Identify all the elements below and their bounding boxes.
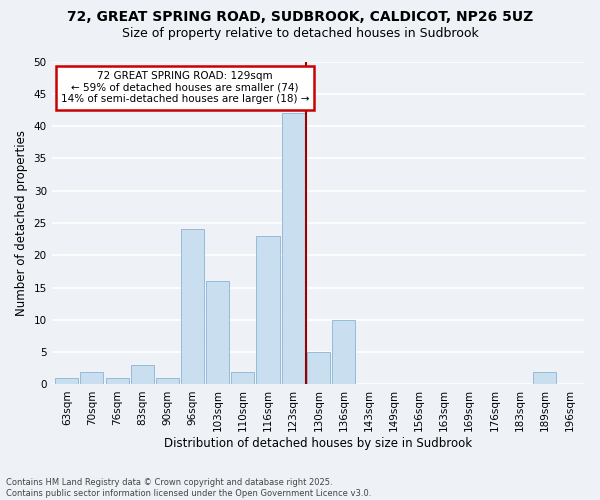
- Text: Size of property relative to detached houses in Sudbrook: Size of property relative to detached ho…: [122, 28, 478, 40]
- Bar: [156, 378, 179, 384]
- Bar: [533, 372, 556, 384]
- Bar: [80, 372, 103, 384]
- Bar: [307, 352, 330, 384]
- Bar: [181, 230, 204, 384]
- Bar: [206, 281, 229, 384]
- Bar: [106, 378, 128, 384]
- Text: 72 GREAT SPRING ROAD: 129sqm
← 59% of detached houses are smaller (74)
14% of se: 72 GREAT SPRING ROAD: 129sqm ← 59% of de…: [61, 71, 309, 104]
- Y-axis label: Number of detached properties: Number of detached properties: [15, 130, 28, 316]
- Bar: [55, 378, 79, 384]
- Bar: [281, 113, 305, 384]
- Bar: [231, 372, 254, 384]
- Text: 72, GREAT SPRING ROAD, SUDBROOK, CALDICOT, NP26 5UZ: 72, GREAT SPRING ROAD, SUDBROOK, CALDICO…: [67, 10, 533, 24]
- X-axis label: Distribution of detached houses by size in Sudbrook: Distribution of detached houses by size …: [164, 437, 472, 450]
- Bar: [332, 320, 355, 384]
- Text: Contains HM Land Registry data © Crown copyright and database right 2025.
Contai: Contains HM Land Registry data © Crown c…: [6, 478, 371, 498]
- Bar: [256, 236, 280, 384]
- Bar: [131, 365, 154, 384]
